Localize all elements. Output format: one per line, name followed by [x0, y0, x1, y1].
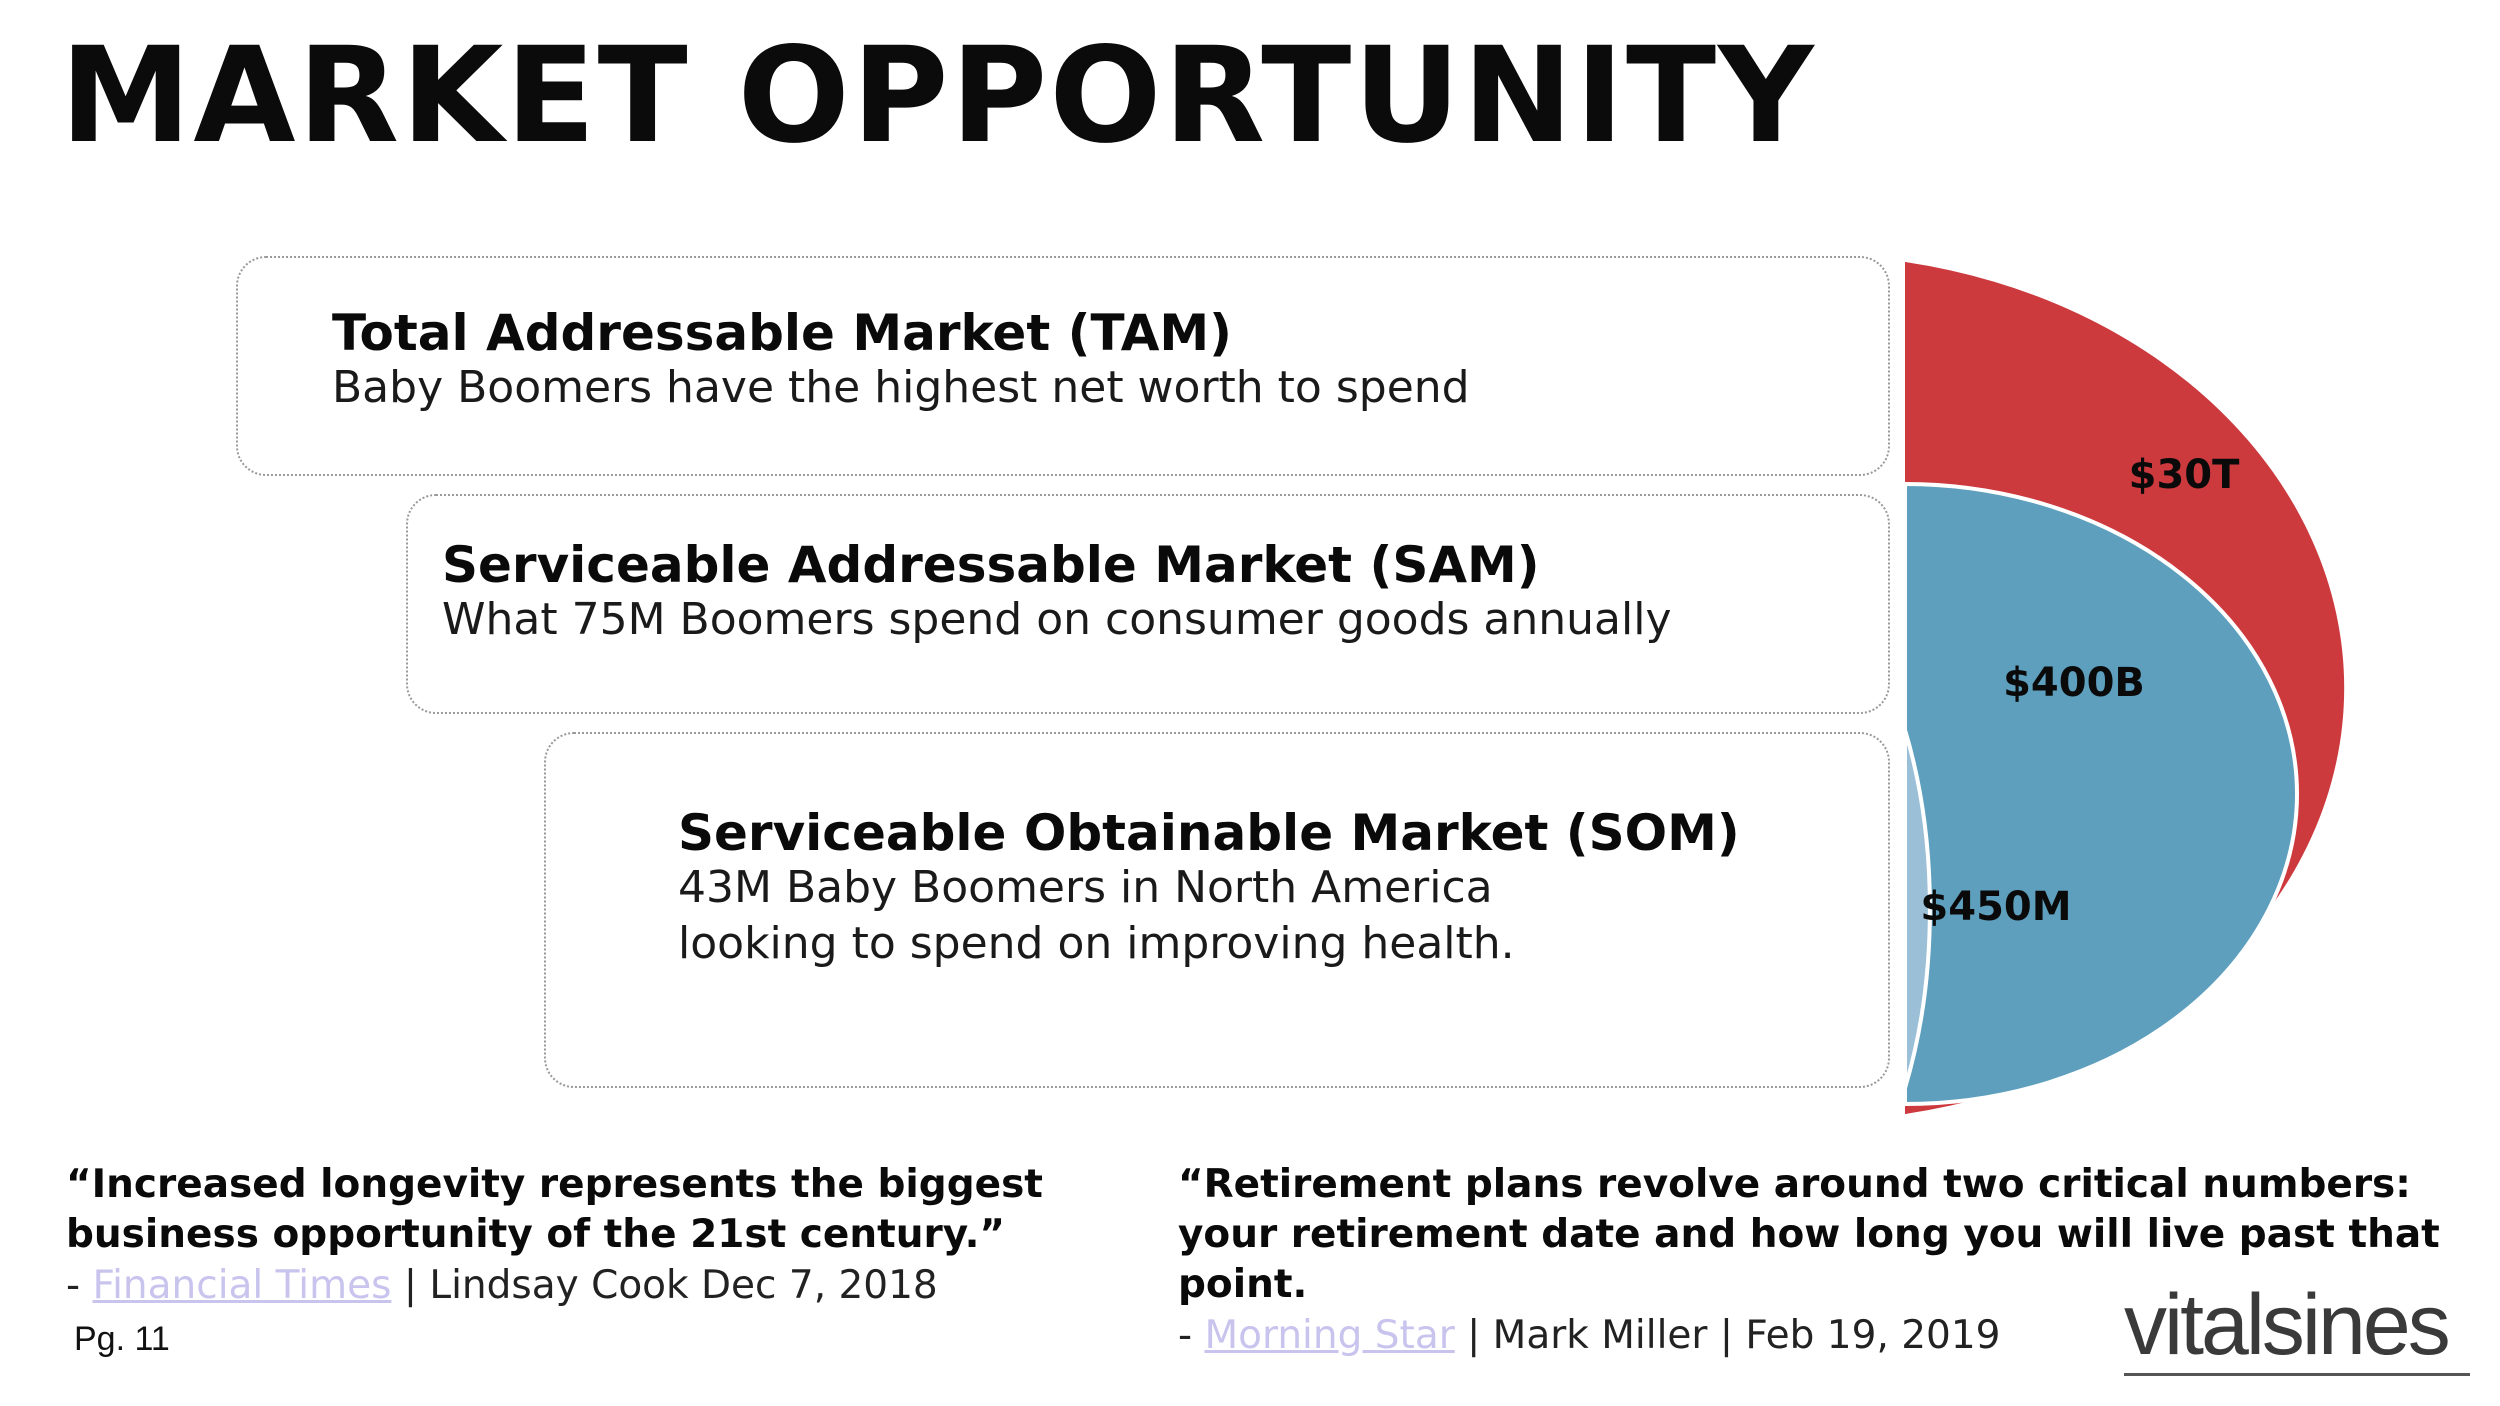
tam-value-label: $30T: [2129, 452, 2240, 498]
page-title: MARKET OPPORTUNITY: [60, 19, 1816, 173]
page-number: Pg. 11: [74, 1320, 170, 1358]
som-description-line-2: looking to spend on improving health.: [678, 918, 1515, 969]
quote-text: “Retirement plans revolve around two cri…: [1178, 1162, 2440, 1307]
brand-logo: vitalsines: [2124, 1282, 2470, 1378]
quote-source: - Financial Times | Lindsay Cook Dec 7, …: [66, 1260, 1126, 1312]
tam-heading: Total Addressable Market (TAM): [332, 304, 1233, 362]
quote-attribution: | Lindsay Cook Dec 7, 2018: [391, 1263, 938, 1308]
tam-description: Baby Boomers have the highest net worth …: [332, 362, 1470, 413]
quote-attribution: | Mark Miller | Feb 19, 2019: [1454, 1313, 2001, 1358]
som-value-label: $450M: [1920, 884, 2071, 930]
som-description-line-1: 43M Baby Boomers in North America: [678, 862, 1493, 913]
sam-value-label: $400B: [2003, 660, 2145, 706]
quote-text: “Increased longevity represents the bigg…: [66, 1162, 1043, 1257]
sam-heading: Serviceable Addressable Market (SAM): [442, 536, 1540, 594]
som-box: Serviceable Obtainable Market (SOM) 43M …: [544, 732, 1890, 1088]
quote-financial-times: “Increased longevity represents the bigg…: [66, 1160, 1126, 1312]
quote-dash: -: [1178, 1313, 1205, 1358]
source-link-financial-times[interactable]: Financial Times: [92, 1263, 392, 1308]
brand-underline: [2124, 1373, 2470, 1376]
quote-morning-star: “Retirement plans revolve around two cri…: [1178, 1160, 2478, 1362]
sam-half-circle: [1903, 481, 2299, 1107]
tam-box: Total Addressable Market (TAM) Baby Boom…: [236, 256, 1890, 476]
source-link-morning-star[interactable]: Morning Star: [1204, 1313, 1455, 1358]
sam-description: What 75M Boomers spend on consumer goods…: [442, 594, 1672, 645]
quote-dash: -: [66, 1263, 93, 1308]
quote-source: - Morning Star | Mark Miller | Feb 19, 2…: [1178, 1310, 2478, 1362]
som-description: 43M Baby Boomers in North America lookin…: [678, 860, 1515, 972]
brand-wordmark: vitalsines: [2124, 1277, 2451, 1373]
som-half-circle: [1903, 729, 1932, 1089]
som-heading: Serviceable Obtainable Market (SOM): [678, 804, 1740, 862]
sam-box: Serviceable Addressable Market (SAM) Wha…: [406, 494, 1890, 714]
